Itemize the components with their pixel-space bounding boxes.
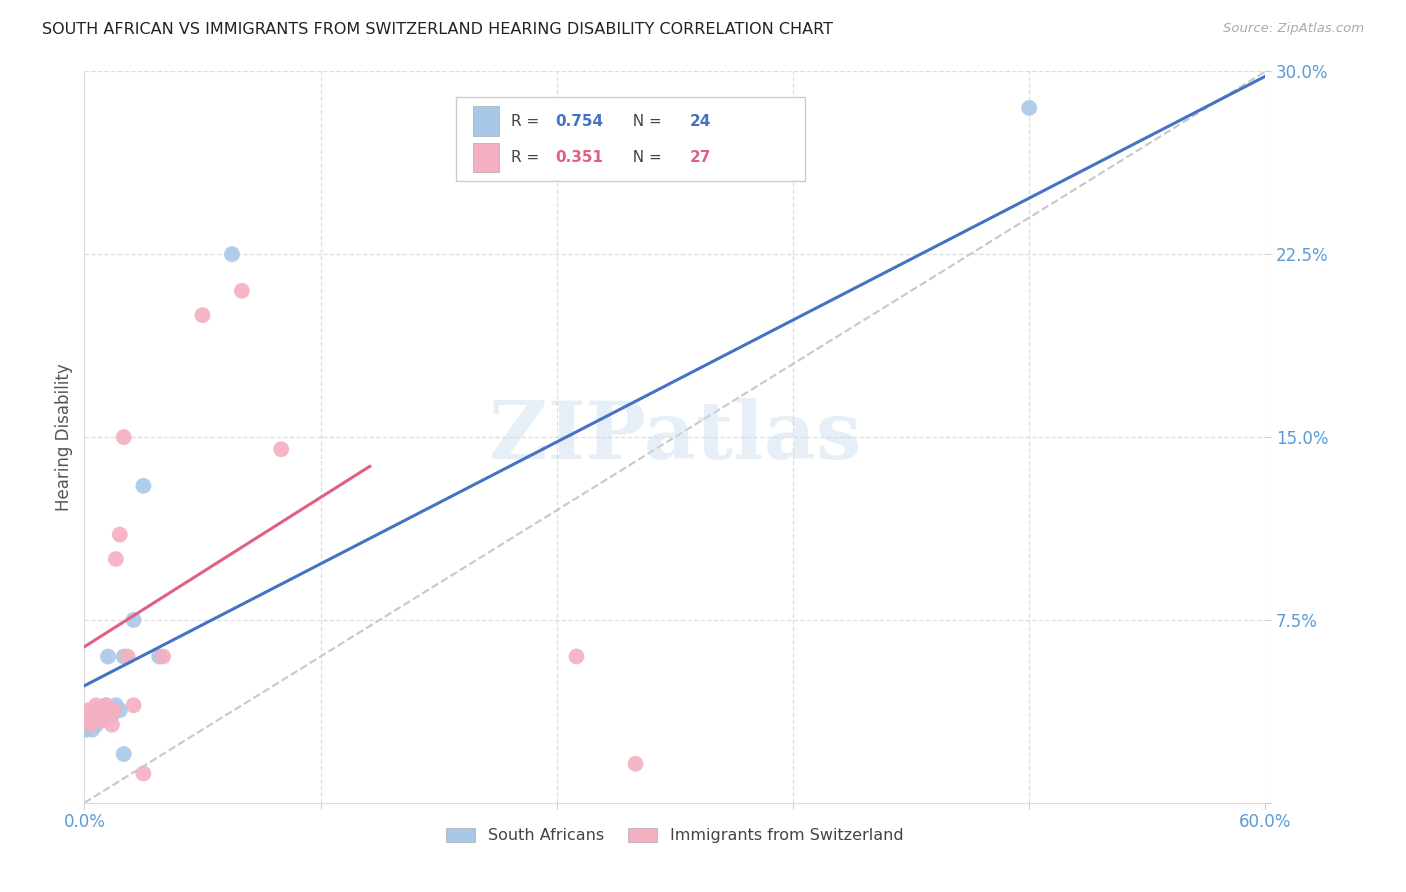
Point (94, 698, 117, 713)
Point (104, 552, 127, 566)
Text: 0.754: 0.754 (555, 113, 603, 128)
Point (98, 703, 121, 717)
Point (75, 723, 97, 737)
Point (98, 703, 121, 717)
Point (82, 723, 104, 737)
Point (103, 703, 125, 717)
Text: N =: N = (623, 113, 666, 128)
Point (132, 479, 155, 493)
Point (112, 430, 135, 444)
Point (83, 710, 105, 724)
Text: R =: R = (510, 150, 544, 165)
Point (82, 708, 104, 723)
Point (112, 747, 135, 761)
Point (87, 703, 110, 717)
Point (91, 703, 114, 717)
Point (112, 649, 135, 664)
Point (221, 247, 243, 261)
Point (77, 703, 100, 717)
Point (1018, 101, 1040, 115)
Point (122, 613, 145, 627)
Point (117, 649, 139, 664)
Point (132, 766, 155, 780)
Legend: South Africans, Immigrants from Switzerland: South Africans, Immigrants from Switzerl… (440, 822, 910, 850)
Text: 27: 27 (690, 150, 711, 165)
Point (93, 713, 115, 727)
Point (93, 713, 115, 727)
Point (101, 718, 124, 732)
FancyBboxPatch shape (472, 143, 499, 172)
Text: SOUTH AFRICAN VS IMMIGRANTS FROM SWITZERLAND HEARING DISABILITY CORRELATION CHAR: SOUTH AFRICAN VS IMMIGRANTS FROM SWITZER… (42, 22, 834, 37)
Point (89, 708, 111, 723)
Point (89, 713, 111, 727)
Point (84, 718, 107, 732)
Point (231, 284, 253, 298)
Point (84, 698, 107, 713)
Y-axis label: Hearing Disability: Hearing Disability (55, 363, 73, 511)
Point (152, 649, 174, 664)
Point (97, 708, 120, 723)
Point (97, 649, 120, 664)
FancyBboxPatch shape (472, 106, 499, 136)
Point (91, 703, 114, 717)
Text: Source: ZipAtlas.com: Source: ZipAtlas.com (1223, 22, 1364, 36)
Point (104, 698, 127, 713)
Text: 24: 24 (690, 113, 711, 128)
Point (75, 713, 97, 727)
Point (108, 527, 131, 541)
Point (122, 698, 145, 713)
Text: R =: R = (510, 113, 544, 128)
FancyBboxPatch shape (457, 97, 804, 181)
Point (87, 713, 110, 727)
Point (565, 649, 588, 664)
Text: 0.351: 0.351 (555, 150, 603, 165)
Point (101, 708, 124, 723)
Point (624, 756, 647, 771)
Point (79, 718, 101, 732)
Point (191, 308, 214, 322)
Point (148, 649, 170, 664)
Point (270, 442, 292, 457)
Point (103, 703, 125, 717)
Point (83, 703, 105, 717)
Text: N =: N = (623, 150, 666, 165)
Point (79, 713, 101, 727)
Text: ZIPatlas: ZIPatlas (489, 398, 860, 476)
Point (77, 718, 100, 732)
Point (94, 698, 117, 713)
Point (108, 703, 131, 717)
